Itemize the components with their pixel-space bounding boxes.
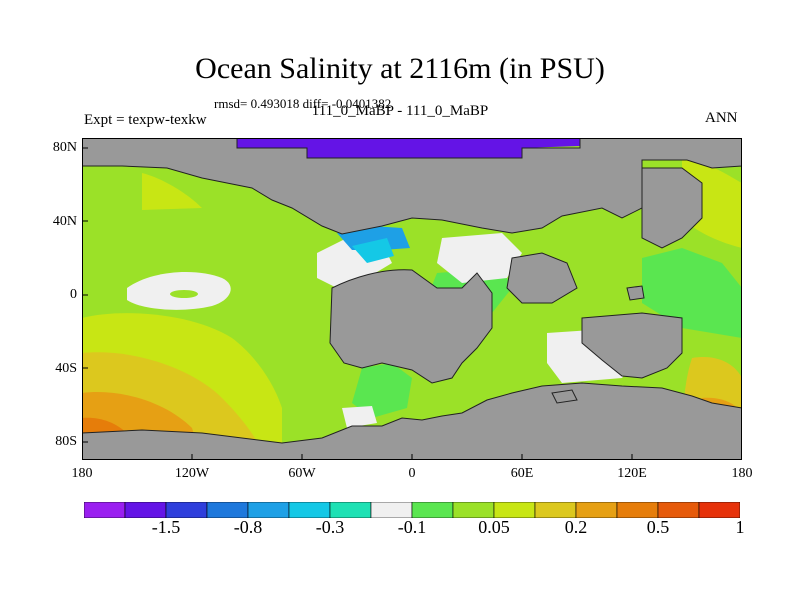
land-east: [581, 312, 683, 379]
period-label: 111_0_MaBP - 111_0_MaBP: [311, 103, 489, 119]
season-label: ANN: [705, 110, 738, 126]
lon-label-60e: 60E: [510, 466, 534, 481]
lon-label-180-west: 180: [71, 466, 93, 481]
axis-ticks: [82, 147, 742, 460]
colorbar-label: 0.05: [478, 517, 510, 537]
colorbar-swatch: [452, 501, 495, 519]
colorbar-swatch: [370, 501, 413, 519]
colorbar-label: 2: [792, 517, 800, 538]
plot-title: Ocean Salinity at 2116m (in PSU): [195, 52, 605, 85]
land-northeast: [641, 167, 703, 249]
map-panel: [82, 138, 742, 460]
lat-label-40s: 40S: [55, 361, 77, 376]
ocean-field-white-southwest: [342, 406, 377, 428]
lon-label-60w: 60W: [288, 466, 316, 481]
ocean-field-north-pacific: [142, 173, 202, 210]
colorbar-swatch: [493, 501, 536, 519]
colorbar-label: -0.3: [315, 517, 345, 537]
ocean-field-cyan-west: [337, 226, 410, 250]
ocean-field-arctic-purple: [237, 138, 580, 158]
lat-label-80s: 80S: [55, 434, 77, 449]
colorbar-swatch: [698, 501, 741, 519]
colorbar-swatch: [288, 501, 331, 519]
ocean-field-white-center: [437, 233, 522, 283]
colorbar-swatch: [165, 501, 208, 519]
lat-label-0: 0: [70, 287, 77, 302]
colorbar-label: -1.5: [151, 517, 181, 537]
land-northern: [82, 138, 742, 235]
colorbar-label: 1: [735, 517, 745, 537]
salinity-map: [82, 138, 742, 460]
colorbar-swatch: [616, 501, 659, 519]
lon-label-0: 0: [408, 466, 416, 481]
lon-label-120w: 120W: [174, 466, 210, 481]
ocean-field-lightcyan-west: [352, 238, 394, 263]
lon-label-180-east: 180: [731, 466, 753, 481]
lat-label-40n: 40N: [52, 214, 77, 229]
colorbar-label: -0.8: [233, 517, 263, 537]
colorbar-swatch: [657, 501, 700, 519]
colorbar-label: 0.2: [564, 517, 588, 537]
land-central: [329, 269, 493, 384]
lat-label-80n: 80N: [52, 140, 77, 155]
colorbar-swatch: [83, 501, 126, 519]
ocean-field-pool-core: [170, 290, 198, 298]
colorbar-swatch: [329, 501, 372, 519]
colorbar-swatch: [534, 501, 577, 519]
land-antarctica: [82, 382, 742, 460]
experiment-label: Expt = texpw-texkw: [84, 112, 207, 128]
land-central-east: [506, 252, 578, 304]
colorbar-swatch: [411, 501, 454, 519]
colorbar-label: 0.5: [646, 517, 670, 537]
land-island-1: [551, 389, 578, 404]
colorbar-swatch: [247, 501, 290, 519]
ocean-field-south-atlantic: [352, 363, 412, 418]
land-island-2: [626, 285, 645, 301]
ocean-field-east-green: [642, 248, 742, 338]
stats-label: rmsd= 0.493018 diff= -0.0401382: [214, 96, 392, 111]
colorbar-swatches: [83, 501, 741, 519]
lon-label-120e: 120E: [617, 466, 647, 481]
colorbar-label: -0.1: [397, 517, 427, 537]
colorbar: [83, 501, 741, 519]
colorbar-swatch: [575, 501, 618, 519]
colorbar-swatch: [206, 501, 249, 519]
colorbar-swatch: [124, 501, 167, 519]
